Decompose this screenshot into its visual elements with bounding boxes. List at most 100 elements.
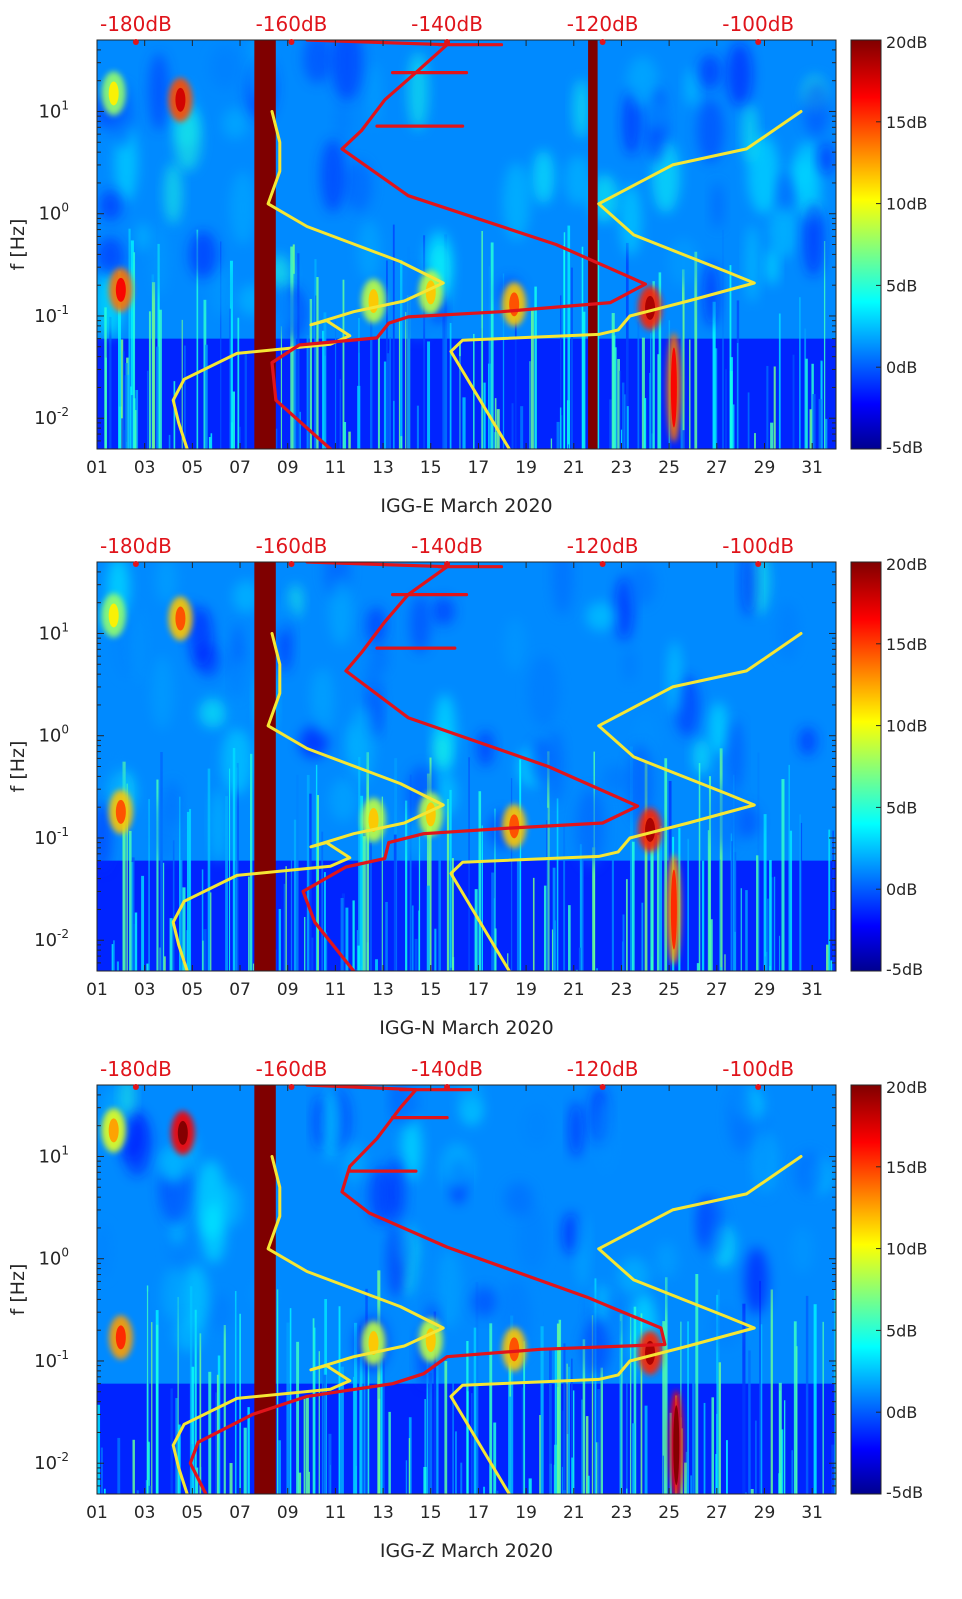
heatmap-blotch	[795, 1151, 825, 1194]
heatmap-streak	[130, 395, 134, 449]
heatmap-blotch	[211, 788, 226, 862]
heatmap-streak	[729, 371, 733, 449]
heatmap-streak	[664, 1277, 668, 1494]
heatmap-blotch	[562, 1212, 581, 1255]
heatmap-streak	[507, 953, 509, 971]
heatmap-streak	[305, 1395, 309, 1494]
heatmap-streak	[321, 831, 324, 971]
heatmap-streak	[164, 956, 166, 971]
heatmap-streak	[130, 240, 134, 449]
heatmap-blotch	[174, 107, 202, 171]
heatmap-streak	[146, 963, 149, 971]
heatmap-streak	[620, 429, 623, 449]
spectrogram-panel-2: 01 03 05 07 09 11 13 15 17 19 21 23 25 27 29 31 10-2 10-1…	[7, 534, 928, 1039]
top-db-axis-label: -140dB	[411, 534, 483, 558]
x-tick-label: 31	[801, 980, 823, 1000]
heatmap-streak	[698, 763, 701, 971]
x-tick-label: 25	[658, 1503, 680, 1523]
heatmap-streak	[207, 768, 211, 971]
heatmap-streak	[567, 225, 571, 449]
heatmap-streak	[770, 1289, 773, 1494]
heatmap-streak	[383, 361, 387, 449]
heatmap-streak	[133, 252, 136, 449]
heatmap-streak	[633, 1306, 637, 1494]
plot-area	[97, 562, 836, 971]
heatmap-blotch	[726, 42, 753, 107]
heatmap-streak	[621, 941, 624, 971]
x-tick-label: 15	[420, 1503, 442, 1523]
heatmap-hotspot-core	[368, 1330, 379, 1355]
top-db-tick-dot	[288, 1084, 295, 1090]
heatmap-streak	[828, 829, 831, 971]
heatmap-streak	[716, 1413, 718, 1494]
heatmap-streak	[196, 1467, 199, 1494]
heatmap-hotspot-core	[115, 277, 126, 302]
top-db-axis-label: -180dB	[100, 534, 172, 558]
measured-curve-3	[301, 562, 640, 971]
heatmap-streak	[791, 1450, 793, 1494]
heatmap-streak	[146, 1285, 149, 1494]
heatmap-blotch	[385, 1158, 407, 1227]
colorbar-tick-label: 15dB	[886, 635, 928, 654]
heatmap-streak	[113, 940, 115, 971]
heatmap-streak	[117, 1437, 121, 1494]
heatmap-blotch	[628, 744, 653, 823]
top-db-tick-dot	[444, 1084, 451, 1090]
heatmap-blotch	[528, 740, 553, 784]
heatmap-streak	[217, 1355, 221, 1494]
heatmap-blotch	[503, 617, 527, 672]
heatmap-streak	[359, 1354, 363, 1494]
heatmap-streak	[173, 381, 176, 449]
heatmap-streak	[688, 339, 691, 449]
heatmap-streak	[363, 1334, 366, 1494]
heatmap-streak	[687, 1321, 689, 1494]
heatmap-streak	[658, 272, 662, 449]
top-db-axis-label: -160dB	[256, 12, 328, 36]
heatmap-blotch	[503, 162, 530, 241]
heatmap-streak	[405, 312, 407, 449]
heatmap-streak	[297, 253, 300, 449]
heatmap-streak	[558, 1319, 562, 1494]
heatmap-streak	[407, 246, 411, 449]
heatmap-blotch	[150, 655, 174, 730]
heatmap-streak	[449, 322, 452, 449]
heatmap-streak	[489, 1323, 493, 1494]
heatmap-streak	[773, 876, 776, 971]
heatmap-streak	[637, 321, 640, 449]
heatmap-streak	[196, 229, 199, 449]
heatmap-blotch	[768, 204, 799, 259]
heatmap-streak	[232, 747, 236, 971]
heatmap-blotch	[745, 224, 759, 303]
heatmap-blotch	[329, 578, 353, 646]
heatmap-blotch	[401, 1116, 422, 1181]
heatmap-streak	[563, 825, 566, 971]
heatmap-streak	[629, 746, 633, 971]
heatmap-streak	[438, 775, 441, 971]
heatmap-streak	[183, 345, 186, 449]
heatmap-streak	[323, 1374, 327, 1494]
heatmap-hotspot-core	[108, 1118, 119, 1143]
heatmap-streak	[128, 228, 131, 449]
heatmap-blotch	[528, 655, 560, 728]
heatmap-streak	[208, 437, 211, 449]
heatmap-streak	[466, 1340, 469, 1494]
heatmap-streak	[778, 935, 781, 971]
heatmap-streak	[736, 342, 739, 449]
heatmap-streak	[309, 793, 312, 971]
heatmap-streak	[418, 834, 421, 971]
heatmap-streak	[444, 1361, 448, 1494]
heatmap-streak	[122, 351, 125, 449]
heatmap-streak	[714, 348, 718, 449]
x-tick-label: 07	[229, 1503, 251, 1523]
heatmap-streak	[572, 1390, 575, 1494]
heatmap-streak	[483, 1486, 486, 1494]
heatmap-blotch	[148, 52, 170, 131]
spectrogram-panel-3: 01 03 05 07 09 11 13 15 17 19 21 23 25 27 29 31 10-2 10-1…	[7, 1057, 928, 1562]
heatmap-streak	[626, 1488, 628, 1494]
heatmap-streak	[382, 1358, 385, 1494]
heatmap-streak	[571, 1457, 573, 1494]
y-axis-label: f [Hz]	[7, 741, 29, 793]
heatmap-streak	[657, 354, 660, 449]
heatmap-streak	[581, 246, 584, 449]
heatmap-streak	[551, 929, 554, 971]
